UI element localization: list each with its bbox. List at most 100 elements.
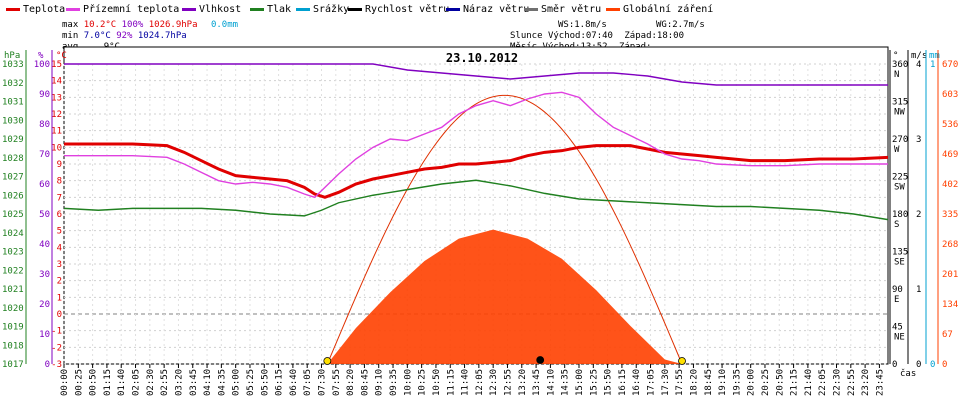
- axis-pct-tick: 0: [45, 360, 50, 370]
- stat-max-humidity: 100%: [121, 20, 144, 30]
- legend-swatch: [6, 7, 20, 11]
- axis-hpa-tick: 1033: [2, 60, 24, 70]
- axis-mm-tick: 1: [930, 60, 935, 70]
- axis-pct-tick: 60: [39, 180, 50, 190]
- axis-temp-tick: -2: [51, 343, 62, 353]
- x-axis-tick-label: 02:30: [146, 369, 156, 396]
- axis-dir-letter: SE: [894, 258, 905, 268]
- axis-dir-tick: 0: [892, 360, 897, 370]
- axis-temp-tick: 4: [57, 243, 62, 253]
- axis-hpa-tick: 1020: [2, 304, 24, 314]
- axis-temp-tick: 14: [51, 77, 62, 87]
- info-sun-label: Slunce: [510, 31, 543, 41]
- axis-temp-tick: 8: [57, 177, 62, 187]
- legend-label: Směr větru: [541, 4, 602, 15]
- legend-item: Teplota: [6, 4, 65, 15]
- legend-item: Srážky: [296, 4, 349, 15]
- axis-temp-tick: -1: [51, 327, 62, 337]
- x-axis-tick-label: 14:35: [561, 369, 571, 396]
- axis-dir-tick: 225: [892, 173, 908, 183]
- axis-pct-tick: 100: [34, 60, 50, 70]
- x-axis-tick-label: 07:55: [332, 369, 342, 396]
- axis-dir-letter: E: [894, 295, 899, 305]
- x-axis-tick-label: 04:10: [203, 369, 213, 396]
- legend-item: Tlak: [250, 4, 291, 15]
- axis-wm2-tick: 670: [942, 60, 958, 70]
- x-axis-tick-label: 11:40: [461, 369, 471, 396]
- axis-hpa-tick: 1029: [2, 135, 24, 145]
- legend-item: Přízemní teplota: [66, 4, 179, 15]
- x-axis-tick-label: 19:35: [732, 369, 742, 396]
- x-axis-tick-label: 00:25: [74, 369, 84, 396]
- x-axis-tick-label: 22:30: [833, 369, 843, 396]
- legend-swatch: [182, 7, 196, 11]
- x-axis-tick-label: 01:40: [117, 369, 127, 396]
- stat-min-humidity: 92%: [116, 31, 133, 41]
- x-axis-tick-label: 07:05: [303, 369, 313, 396]
- axis-wm2-tick: 134: [942, 300, 958, 310]
- stat-max-rain: 0.0mm: [210, 20, 239, 30]
- x-axis-tick-label: 03:45: [189, 369, 199, 396]
- x-axis-tick-label: 15:25: [589, 369, 599, 396]
- x-axis-tick-label: 11:15: [446, 369, 456, 396]
- info-sunset: Západ:18:00: [624, 31, 684, 41]
- info-wind-speed: WS:1.8m/s: [558, 20, 607, 30]
- axis-dir-tick: 135: [892, 248, 908, 258]
- axis-temp-tick: 9: [57, 160, 62, 170]
- axis-wm2-tick: 603: [942, 90, 958, 100]
- axis-dir-tick: 180: [892, 210, 908, 220]
- axis-pct-tick: 20: [39, 300, 50, 310]
- axis-hpa-tick: 1024: [2, 229, 24, 239]
- x-axis-tick-label: 22:55: [847, 369, 857, 396]
- axis-pct-tick: 50: [39, 210, 50, 220]
- axis-dir-letter: NE: [894, 333, 905, 343]
- axis-pct-label: %: [38, 51, 44, 61]
- axis-hpa-tick: 1023: [2, 248, 24, 258]
- axis-dir-label: °: [893, 51, 898, 61]
- legend-item: Směr větru: [524, 4, 601, 15]
- x-axis-tick-label: 16:40: [632, 369, 642, 396]
- x-axis-tick-label: 17:05: [647, 369, 657, 396]
- axis-mm-label: mm: [929, 51, 940, 61]
- x-axis-tick-label: 20:00: [747, 369, 757, 396]
- x-axis-tick-label: 15:00: [575, 369, 585, 396]
- stat-max-temp: 10.2°C: [83, 20, 117, 30]
- axis-hpa-tick: 1022: [2, 266, 24, 276]
- x-axis-tick-label: 01:15: [103, 369, 113, 396]
- x-axis-tick-label: 17:30: [661, 369, 671, 396]
- legend-swatch: [296, 7, 310, 11]
- stat-max-pressure: 1026.9hPa: [148, 20, 198, 30]
- x-axis-tick-label: 12:55: [503, 369, 513, 396]
- legend-label: Teplota: [23, 4, 66, 15]
- axis-temp-tick: 6: [57, 210, 62, 220]
- x-axis-tick-label: 05:25: [246, 369, 256, 396]
- axis-ms-tick: 0: [916, 360, 921, 370]
- sunrise-marker: [323, 357, 332, 365]
- axis-ms-tick: 2: [916, 210, 921, 220]
- axis-dir-tick: 360: [892, 60, 908, 70]
- x-axis-tick-label: 15:50: [604, 369, 614, 396]
- axis-dir-tick: 315: [892, 98, 908, 108]
- series-line-teplota: [64, 142, 889, 199]
- stat-min-label: min: [62, 31, 79, 41]
- axis-wm2-tick: 469: [942, 150, 958, 160]
- axis-wm2-tick: 201: [942, 270, 958, 280]
- legend-label: Tlak: [267, 4, 292, 15]
- x-axis-tick-label: 22:05: [818, 369, 828, 396]
- axis-dir-letter: S: [894, 220, 899, 230]
- axis-dir-tick: 90: [892, 285, 903, 295]
- axis-hpa-tick: 1021: [2, 285, 24, 295]
- x-axis-tick-label: 00:00: [60, 369, 70, 396]
- legend-swatch: [524, 7, 538, 11]
- x-axis-tick-label: 19:10: [718, 369, 728, 396]
- series-line-pzemnteplota: [64, 91, 888, 199]
- x-axis-tick-label: 23:45: [875, 369, 885, 396]
- x-axis-tick-label: 02:55: [160, 369, 170, 396]
- axis-temp-tick: -3: [51, 360, 62, 370]
- axis-dir-letter: SW: [894, 183, 905, 193]
- x-axis-tick-label: 12:30: [489, 369, 499, 396]
- info-wind-gust: WG:2.7m/s: [656, 20, 705, 30]
- x-axis-tick-label: 13:20: [518, 369, 528, 396]
- stat-max-label: max: [62, 20, 79, 30]
